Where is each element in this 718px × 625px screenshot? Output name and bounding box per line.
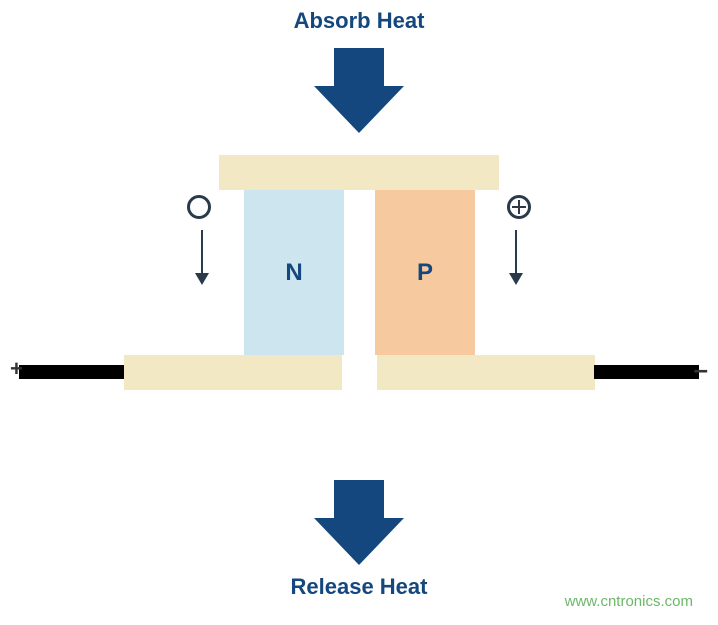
right-electrical-lead	[594, 365, 699, 379]
watermark-text: www.cntronics.com	[565, 593, 693, 610]
hole-symbol-icon	[507, 195, 531, 219]
arrow-down-bottom-icon	[309, 480, 409, 575]
release-heat-label: Release Heat	[291, 574, 428, 600]
bottom-right-conductor-bar	[377, 355, 595, 390]
n-type-block: N	[244, 190, 344, 355]
absorb-heat-label: Absorb Heat	[294, 8, 425, 34]
bottom-left-conductor-bar	[124, 355, 342, 390]
p-label: P	[417, 259, 433, 287]
negative-terminal-label: –	[694, 354, 708, 385]
n-label: N	[285, 259, 302, 287]
left-electrical-lead	[19, 365, 124, 379]
positive-terminal-label: +	[10, 356, 23, 382]
electron-flow-arrow-icon	[194, 230, 210, 290]
arrow-down-top-icon	[309, 48, 409, 143]
peltier-diagram: N P	[79, 155, 639, 445]
electron-symbol-icon	[187, 195, 211, 219]
hole-flow-arrow-icon	[508, 230, 524, 290]
p-type-block: P	[375, 190, 475, 355]
top-conductor-bar	[219, 155, 499, 190]
